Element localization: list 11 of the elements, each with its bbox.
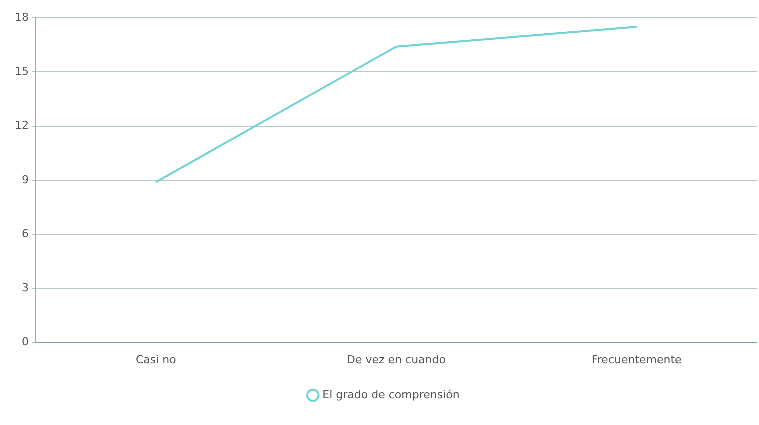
y-tick-label: 6 xyxy=(22,227,29,240)
x-tick-label: De vez en cuando xyxy=(347,353,446,366)
y-tick-label: 18 xyxy=(14,10,29,24)
x-tick-label: Frecuentemente xyxy=(592,353,682,366)
y-tick-label: 3 xyxy=(22,282,29,295)
x-tick-label: Casi no xyxy=(136,353,177,366)
legend-label: El grado de comprensión xyxy=(322,388,460,402)
y-tick-label: 12 xyxy=(14,119,29,132)
y-tick-label: 0 xyxy=(22,336,29,349)
y-tick-label: 9 xyxy=(22,173,29,186)
y-tick-label: 15 xyxy=(14,64,29,78)
